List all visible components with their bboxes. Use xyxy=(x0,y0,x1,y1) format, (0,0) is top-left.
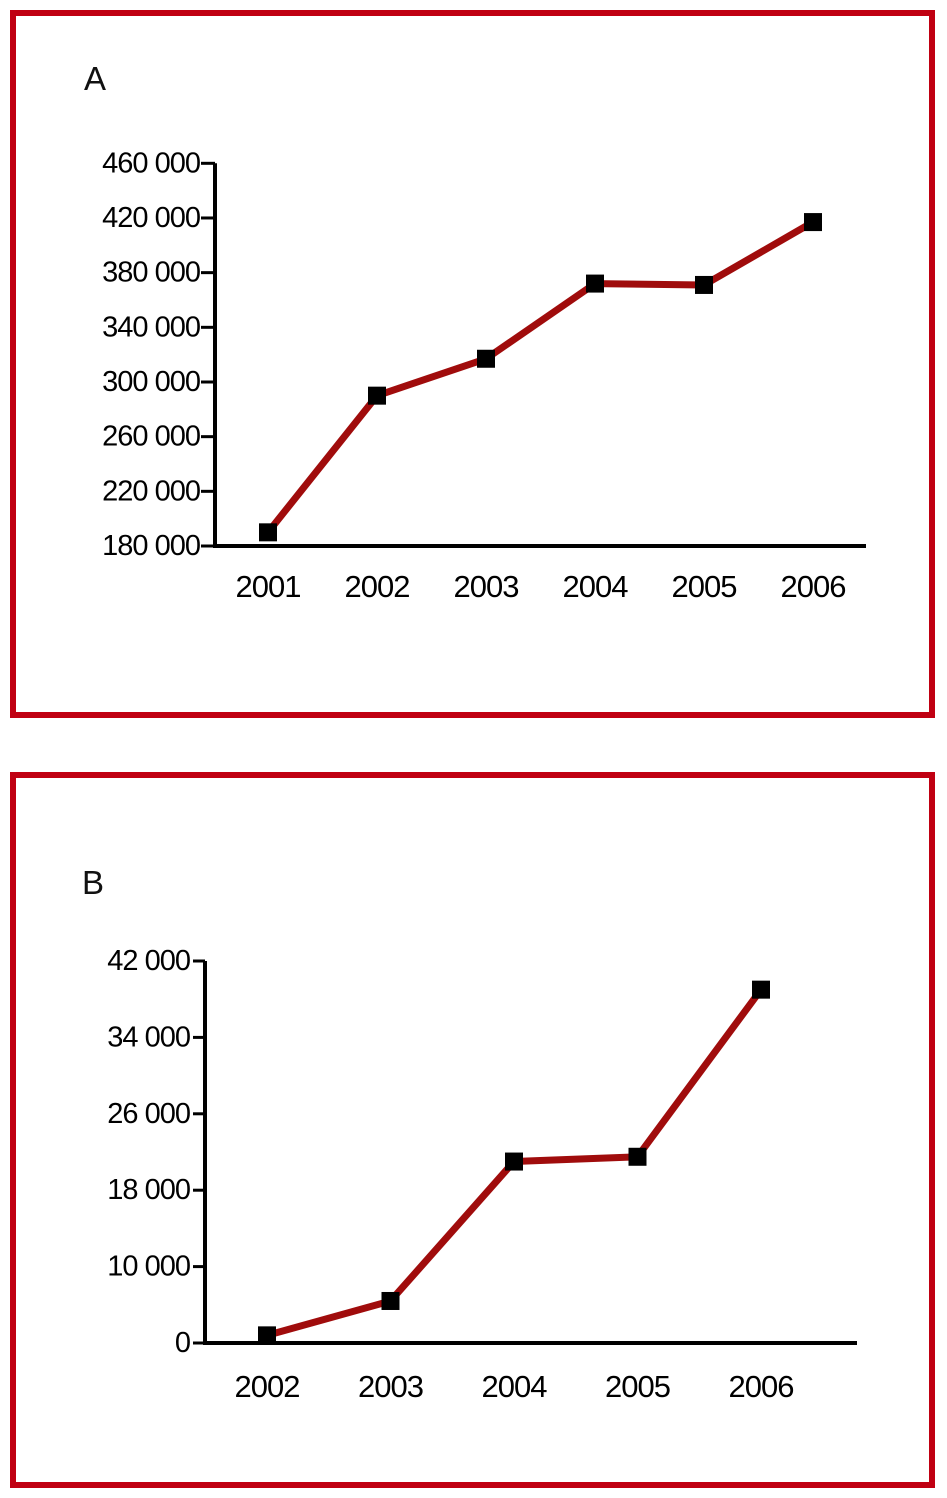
panel-a: A 180 000 220 000 260 000 300 000 340 000 380… xyxy=(10,10,935,718)
x-tick-label: 2001 xyxy=(236,569,301,604)
x-tick-label: 2006 xyxy=(781,569,846,604)
x-tick-label: 2005 xyxy=(605,1369,670,1404)
x-tick-label: 2006 xyxy=(729,1369,794,1404)
x-tick-label: 2004 xyxy=(482,1369,548,1404)
x-tick-label: 2002 xyxy=(345,569,410,604)
data-point-marker xyxy=(505,1152,523,1171)
y-tick-label: 26 000 xyxy=(107,1098,190,1130)
y-tick-label: 260 000 xyxy=(102,421,200,453)
chart-a-svg: 180 000 220 000 260 000 300 000 340 000 380 0… xyxy=(102,147,866,604)
data-point-marker xyxy=(368,386,386,405)
series-line xyxy=(265,219,815,535)
panel-b: B 0 10 000 18 000 26 000 34 000 42 000 2002 200… xyxy=(10,772,935,1488)
data-point-marker xyxy=(804,213,822,232)
panel-b-label: B xyxy=(82,864,105,901)
data-point-marker xyxy=(628,1147,647,1166)
y-tick-label: 10 000 xyxy=(107,1251,190,1283)
data-point-marker xyxy=(586,274,604,293)
x-tick-label: 2003 xyxy=(454,569,519,604)
y-tick-label: 340 000 xyxy=(102,311,200,343)
data-point-marker xyxy=(695,275,713,294)
x-tick-label: 2004 xyxy=(563,569,629,604)
data-point-marker xyxy=(477,349,495,368)
y-tick-label: 300 000 xyxy=(102,366,200,398)
data-point-marker xyxy=(258,1326,276,1345)
panel-a-label: A xyxy=(84,60,107,97)
x-tick-label: 2002 xyxy=(235,1369,300,1404)
x-tick-label: 2003 xyxy=(358,1369,423,1404)
y-tick-label: 18 000 xyxy=(107,1174,190,1206)
data-point-marker xyxy=(259,523,277,542)
y-tick-label: 220 000 xyxy=(102,475,200,507)
data-point-marker xyxy=(381,1291,400,1310)
y-tick-label: 42 000 xyxy=(107,945,190,977)
y-tick-label: 34 000 xyxy=(107,1021,190,1053)
x-tick-label: 2005 xyxy=(672,569,737,604)
y-tick-label: 420 000 xyxy=(102,202,200,234)
y-tick-label: 0 xyxy=(175,1327,190,1359)
y-tick-label: 180 000 xyxy=(102,530,200,562)
y-tick-label: 380 000 xyxy=(102,257,200,289)
y-tick-label: 460 000 xyxy=(102,147,200,179)
chart-b-svg: 0 10 000 18 000 26 000 34 000 42 000 2002 2003 2… xyxy=(107,945,857,1404)
data-point-marker xyxy=(752,980,770,999)
